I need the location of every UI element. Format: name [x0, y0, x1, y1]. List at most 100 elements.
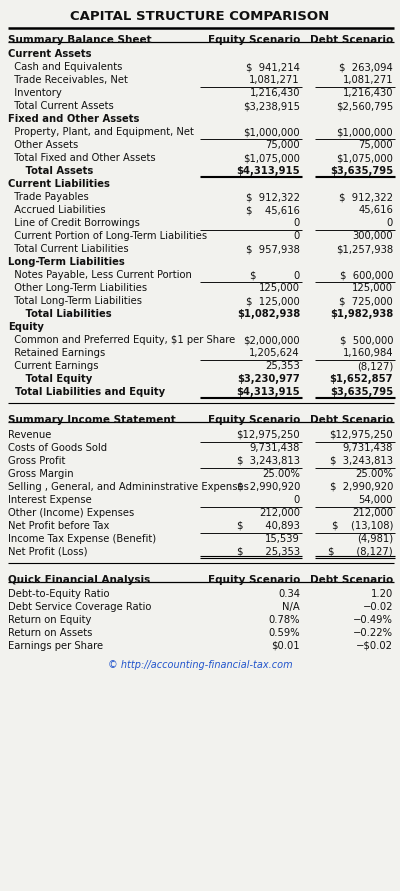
Text: 75,000: 75,000: [358, 140, 393, 151]
Text: $2,560,795: $2,560,795: [336, 102, 393, 111]
Text: Fixed and Other Assets: Fixed and Other Assets: [8, 114, 139, 125]
Text: Other Assets: Other Assets: [8, 140, 78, 151]
Text: Total Current Assets: Total Current Assets: [8, 102, 114, 111]
Text: $1,652,857: $1,652,857: [330, 374, 393, 384]
Text: $  957,938: $ 957,938: [246, 244, 300, 254]
Text: Net Profit (Loss): Net Profit (Loss): [8, 546, 88, 557]
Text: Other (Income) Expenses: Other (Income) Expenses: [8, 508, 134, 518]
Text: $    45,616: $ 45,616: [246, 205, 300, 216]
Text: Total Equity: Total Equity: [8, 374, 92, 384]
Text: 15,539: 15,539: [265, 534, 300, 544]
Text: © http://accounting-financial-tax.com: © http://accounting-financial-tax.com: [108, 660, 292, 670]
Text: Equity Scenario: Equity Scenario: [208, 35, 300, 45]
Text: 0: 0: [294, 232, 300, 241]
Text: $1,257,938: $1,257,938: [336, 244, 393, 254]
Text: Total Liabilities and Equity: Total Liabilities and Equity: [8, 388, 165, 397]
Text: $  725,000: $ 725,000: [339, 297, 393, 307]
Text: Current Liabilities: Current Liabilities: [8, 179, 110, 189]
Text: Summary Balance Sheet: Summary Balance Sheet: [8, 35, 152, 45]
Text: 1,081,271: 1,081,271: [249, 76, 300, 86]
Text: 0: 0: [294, 495, 300, 504]
Text: $3,230,977: $3,230,977: [237, 374, 300, 384]
Text: Common and Preferred Equity, $1 per Share: Common and Preferred Equity, $1 per Shar…: [8, 335, 235, 346]
Text: Selling , General, and Admininstrative Expenses: Selling , General, and Admininstrative E…: [8, 482, 249, 492]
Text: Retained Earnings: Retained Earnings: [8, 348, 105, 358]
Text: Trade Payables: Trade Payables: [8, 192, 89, 202]
Text: Equity Scenario: Equity Scenario: [208, 575, 300, 584]
Text: 9,731,438: 9,731,438: [250, 443, 300, 453]
Text: 0.59%: 0.59%: [268, 628, 300, 638]
Text: Debt Scenario: Debt Scenario: [310, 415, 393, 425]
Text: −0.22%: −0.22%: [353, 628, 393, 638]
Text: $1,082,938: $1,082,938: [237, 309, 300, 319]
Text: Total Current Liabilities: Total Current Liabilities: [8, 244, 129, 254]
Text: $4,313,915: $4,313,915: [236, 388, 300, 397]
Text: 300,000: 300,000: [352, 232, 393, 241]
Text: Trade Receivables, Net: Trade Receivables, Net: [8, 76, 128, 86]
Text: $1,000,000: $1,000,000: [336, 127, 393, 137]
Text: Debt Service Coverage Ratio: Debt Service Coverage Ratio: [8, 602, 151, 612]
Text: $  3,243,813: $ 3,243,813: [330, 455, 393, 466]
Text: Gross Margin: Gross Margin: [8, 469, 74, 478]
Text: 1.20: 1.20: [371, 589, 393, 599]
Text: $1,000,000: $1,000,000: [243, 127, 300, 137]
Text: Current Portion of Long-Term Liabilities: Current Portion of Long-Term Liabilities: [8, 232, 207, 241]
Text: 25,353: 25,353: [265, 361, 300, 372]
Text: Notes Payable, Less Current Portion: Notes Payable, Less Current Portion: [8, 270, 192, 281]
Text: Total Assets: Total Assets: [8, 167, 93, 176]
Text: $       40,893: $ 40,893: [237, 520, 300, 531]
Text: 125,000: 125,000: [352, 283, 393, 293]
Text: $  500,000: $ 500,000: [340, 335, 393, 346]
Text: $       25,353: $ 25,353: [237, 546, 300, 557]
Text: Property, Plant, and Equipment, Net: Property, Plant, and Equipment, Net: [8, 127, 194, 137]
Text: Cash and Equivalents: Cash and Equivalents: [8, 62, 122, 72]
Text: $4,313,915: $4,313,915: [236, 167, 300, 176]
Text: Income Tax Expense (Benefit): Income Tax Expense (Benefit): [8, 534, 156, 544]
Text: $2,000,000: $2,000,000: [243, 335, 300, 346]
Text: Costs of Goods Sold: Costs of Goods Sold: [8, 443, 107, 453]
Text: 1,216,430: 1,216,430: [250, 88, 300, 98]
Text: 1,160,984: 1,160,984: [342, 348, 393, 358]
Text: $1,075,000: $1,075,000: [243, 153, 300, 163]
Text: 75,000: 75,000: [265, 140, 300, 151]
Text: Line of Credit Borrowings: Line of Credit Borrowings: [8, 218, 140, 228]
Text: 0: 0: [387, 218, 393, 228]
Text: Net Profit before Tax: Net Profit before Tax: [8, 520, 109, 531]
Text: $  912,322: $ 912,322: [339, 192, 393, 202]
Text: $3,635,795: $3,635,795: [330, 167, 393, 176]
Text: $  263,094: $ 263,094: [339, 62, 393, 72]
Text: Total Fixed and Other Assets: Total Fixed and Other Assets: [8, 153, 156, 163]
Text: Equity Scenario: Equity Scenario: [208, 415, 300, 425]
Text: 125,000: 125,000: [259, 283, 300, 293]
Text: −0.02: −0.02: [362, 602, 393, 612]
Text: Earnings per Share: Earnings per Share: [8, 641, 103, 651]
Text: −$0.02: −$0.02: [356, 641, 393, 651]
Text: Total Liabilities: Total Liabilities: [8, 309, 112, 319]
Text: $12,975,250: $12,975,250: [236, 429, 300, 439]
Text: 25.00%: 25.00%: [262, 469, 300, 478]
Text: 1,205,624: 1,205,624: [249, 348, 300, 358]
Text: Inventory: Inventory: [8, 88, 62, 98]
Text: Current Earnings: Current Earnings: [8, 361, 98, 372]
Text: $  941,214: $ 941,214: [246, 62, 300, 72]
Text: Revenue: Revenue: [8, 429, 51, 439]
Text: Equity: Equity: [8, 323, 44, 332]
Text: $            0: $ 0: [250, 270, 300, 281]
Text: Return on Equity: Return on Equity: [8, 615, 91, 625]
Text: 54,000: 54,000: [358, 495, 393, 504]
Text: $  2,990,920: $ 2,990,920: [237, 482, 300, 492]
Text: $       (8,127): $ (8,127): [328, 546, 393, 557]
Text: (8,127): (8,127): [357, 361, 393, 372]
Text: $  3,243,813: $ 3,243,813: [237, 455, 300, 466]
Text: 0: 0: [294, 218, 300, 228]
Text: Total Long-Term Liabilities: Total Long-Term Liabilities: [8, 297, 142, 307]
Text: $  600,000: $ 600,000: [340, 270, 393, 281]
Text: $3,238,915: $3,238,915: [243, 102, 300, 111]
Text: Other Long-Term Liabilities: Other Long-Term Liabilities: [8, 283, 147, 293]
Text: Summary Income Statement: Summary Income Statement: [8, 415, 176, 425]
Text: $1,075,000: $1,075,000: [336, 153, 393, 163]
Text: Accrued Liabilities: Accrued Liabilities: [8, 205, 106, 216]
Text: 45,616: 45,616: [358, 205, 393, 216]
Text: $1,982,938: $1,982,938: [330, 309, 393, 319]
Text: 0.78%: 0.78%: [268, 615, 300, 625]
